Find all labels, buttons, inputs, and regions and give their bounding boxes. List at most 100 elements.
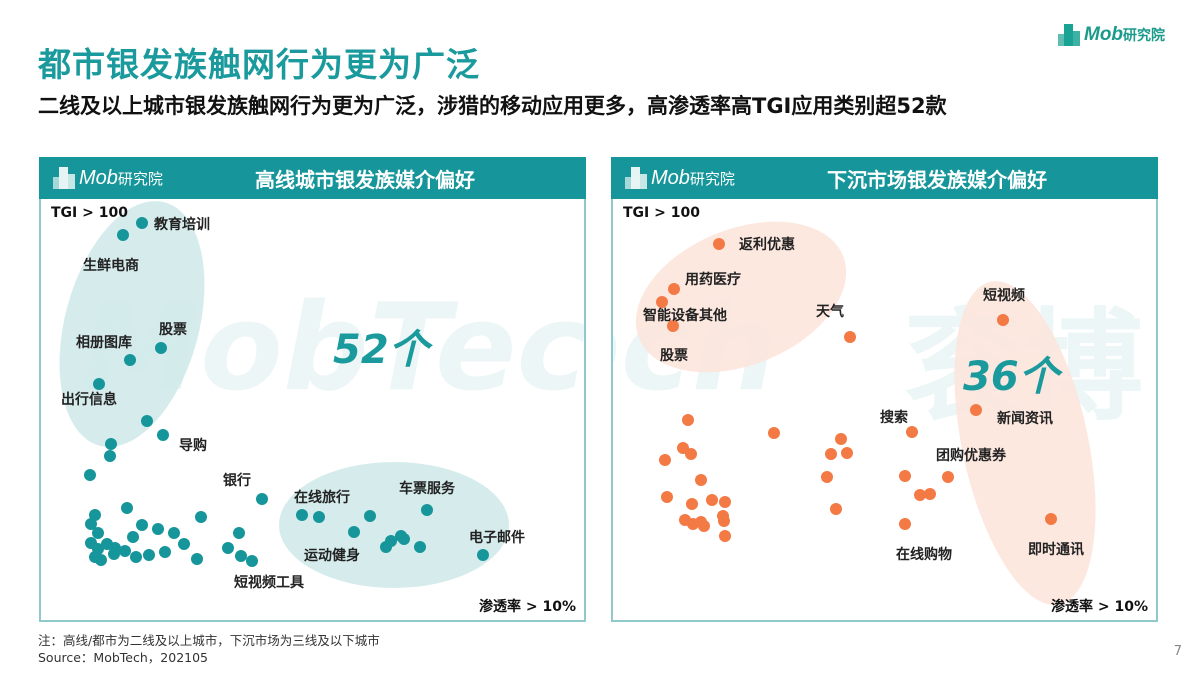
data-point xyxy=(698,520,710,532)
data-point xyxy=(108,548,120,560)
data-point xyxy=(157,429,169,441)
data-point xyxy=(141,415,153,427)
data-point xyxy=(105,438,117,450)
point-label: 团购优惠券 xyxy=(936,448,1006,464)
point-label: 股票 xyxy=(159,322,187,338)
data-point xyxy=(661,491,673,503)
data-point xyxy=(768,427,780,439)
data-point xyxy=(136,217,148,229)
data-point xyxy=(719,496,731,508)
data-point xyxy=(92,527,104,539)
data-point xyxy=(159,546,171,558)
data-point xyxy=(155,342,167,354)
data-point xyxy=(718,515,730,527)
data-point xyxy=(695,474,707,486)
data-point xyxy=(668,283,680,295)
count-annotation: 52个 xyxy=(333,327,429,373)
data-point xyxy=(95,554,107,566)
point-label: 短视频 xyxy=(983,288,1025,304)
point-label: 车票服务 xyxy=(399,481,455,497)
data-point xyxy=(1045,513,1057,525)
data-point xyxy=(222,542,234,554)
data-point xyxy=(398,533,410,545)
point-label: 短视频工具 xyxy=(234,575,304,591)
data-point xyxy=(899,470,911,482)
point-label: 导购 xyxy=(179,438,207,454)
panel-title: 下沉市场银发族媒介偏好 xyxy=(827,167,1047,192)
x-axis-label: 渗透率 > 10% xyxy=(1051,599,1148,615)
point-label: 用药医疗 xyxy=(685,272,741,288)
data-point xyxy=(84,469,96,481)
data-point xyxy=(313,511,325,523)
y-axis-label: TGI > 100 xyxy=(51,205,128,221)
point-label: 相册图库 xyxy=(76,335,132,351)
point-label: 生鲜电商 xyxy=(83,258,139,274)
data-point xyxy=(906,426,918,438)
building-icon xyxy=(625,167,647,189)
point-label: 返利优惠 xyxy=(739,237,795,253)
highlight-region xyxy=(41,199,230,464)
data-point xyxy=(825,448,837,460)
data-point xyxy=(841,447,853,459)
data-point xyxy=(899,518,911,530)
data-point xyxy=(124,354,136,366)
data-point xyxy=(685,448,697,460)
footnote: 注：高线/都市为二线及以上城市，下沉市场为三线及以下城市 Source：MobT… xyxy=(38,632,380,666)
point-label: 教育培训 xyxy=(154,217,210,233)
data-point xyxy=(178,538,190,550)
data-point xyxy=(93,378,105,390)
data-point xyxy=(924,488,936,500)
data-point xyxy=(830,503,842,515)
footnote-note: 注：高线/都市为二线及以上城市，下沉市场为三线及以下城市 xyxy=(38,633,380,648)
data-point xyxy=(246,555,258,567)
panel-title: 高线城市银发族媒介偏好 xyxy=(255,167,475,192)
data-point xyxy=(136,519,148,531)
data-point xyxy=(256,493,268,505)
data-point xyxy=(970,404,982,416)
point-label: 股票 xyxy=(660,348,688,364)
point-label: 电子邮件 xyxy=(469,530,525,546)
point-label: 即时通讯 xyxy=(1028,542,1084,558)
data-point xyxy=(119,545,131,557)
point-label: 在线购物 xyxy=(896,547,952,563)
building-icon xyxy=(1058,24,1080,46)
data-point xyxy=(667,320,679,332)
count-annotation: 36个 xyxy=(963,354,1059,400)
data-point xyxy=(844,331,856,343)
data-point xyxy=(121,502,133,514)
data-point xyxy=(127,531,139,543)
point-label: 银行 xyxy=(223,473,251,489)
highlight-region xyxy=(929,268,1121,618)
y-axis-label: TGI > 100 xyxy=(623,205,700,221)
point-label: 搜索 xyxy=(880,410,908,426)
data-point xyxy=(104,450,116,462)
data-point xyxy=(686,498,698,510)
point-label: 新闻资讯 xyxy=(997,411,1053,427)
highlight-region xyxy=(279,462,509,588)
data-point xyxy=(168,527,180,539)
point-label: 智能设备其他 xyxy=(643,308,727,324)
panel-logo: Mob研究院 xyxy=(53,167,233,190)
data-point xyxy=(235,550,247,562)
data-point xyxy=(942,471,954,483)
logo-text: Mob研究院 xyxy=(1084,24,1166,45)
data-point xyxy=(659,454,671,466)
data-point xyxy=(117,229,129,241)
panel-header: Mob研究院 下沉市场银发族媒介偏好 xyxy=(611,157,1158,199)
data-point xyxy=(414,541,426,553)
data-point xyxy=(914,489,926,501)
data-point xyxy=(835,433,847,445)
panel-header: Mob研究院 高线城市银发族媒介偏好 xyxy=(39,157,586,199)
page-number: 7 xyxy=(1173,644,1182,659)
data-point xyxy=(656,296,668,308)
data-point xyxy=(421,504,433,516)
panel-lower-tier-market: Mob研究院 下沉市场银发族媒介偏好 Tech 衮博 TGI > 100 渗透率… xyxy=(611,157,1158,622)
data-point xyxy=(130,551,142,563)
footnote-source: Source：MobTech，202105 xyxy=(38,650,209,665)
data-point xyxy=(477,549,489,561)
point-label: 运动健身 xyxy=(304,548,360,564)
data-point xyxy=(348,526,360,538)
data-point xyxy=(719,530,731,542)
panel-logo: Mob研究院 xyxy=(625,167,805,190)
x-axis-label: 渗透率 > 10% xyxy=(479,599,576,615)
